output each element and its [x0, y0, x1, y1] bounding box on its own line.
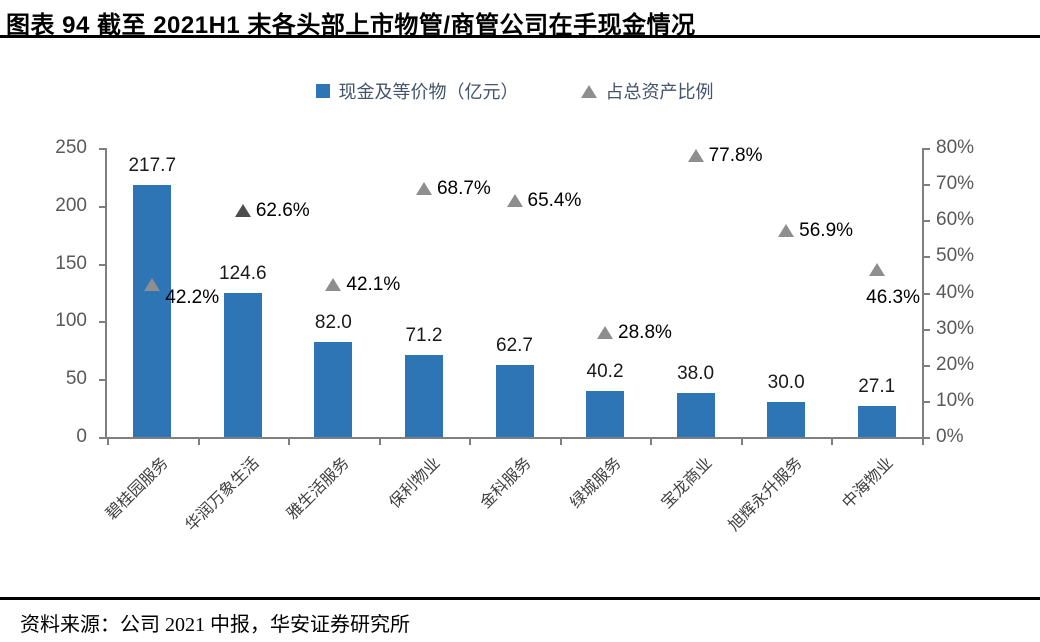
legend-ratio-label: 占总资产比例	[605, 82, 714, 102]
y-axis-left-tick	[99, 321, 105, 324]
x-axis-tick	[288, 439, 291, 445]
x-axis-tick	[831, 439, 834, 445]
y-axis-left-tick-label: 50	[65, 368, 87, 390]
bar	[586, 390, 625, 437]
y-axis-right-tick	[924, 184, 930, 187]
ratio-value-label: 28.8%	[618, 321, 672, 343]
legend-square-icon	[315, 84, 330, 98]
ratio-value-label: 68.7%	[436, 177, 491, 199]
ratio-value-label: 42.2%	[165, 286, 220, 308]
ratio-value-label: 65.4%	[527, 189, 582, 211]
triangle-marker	[597, 325, 614, 339]
bar	[495, 364, 534, 437]
bar-value-label: 40.2	[586, 360, 624, 382]
legend-item-ratio: 占总资产比例	[580, 78, 714, 104]
bar	[676, 393, 715, 437]
x-axis-tick	[378, 439, 381, 445]
x-axis-tick	[922, 439, 924, 445]
y-axis-right-tick-label: 10%	[936, 389, 975, 411]
x-axis-tick	[469, 439, 472, 445]
y-axis-right-tick-label: 80%	[936, 137, 975, 158]
x-axis-tick	[107, 439, 109, 445]
triangle-marker	[325, 277, 342, 291]
y-axis-left	[105, 148, 107, 439]
y-axis-left-tick-label: 200	[55, 194, 87, 216]
triangle-marker	[144, 277, 161, 291]
bar-value-label: 62.7	[496, 334, 533, 356]
bar-value-label: 82.0	[314, 312, 352, 334]
bar-value-label: 30.0	[767, 372, 805, 394]
y-axis-right-tick-label: 40%	[936, 281, 975, 303]
y-axis-right-tick-label: 0%	[936, 426, 964, 447]
x-axis	[105, 437, 924, 439]
ratio-value-label: 42.1%	[346, 273, 401, 295]
y-axis-right	[922, 148, 924, 439]
legend-triangle-icon	[580, 84, 597, 98]
x-axis-tick	[740, 439, 743, 445]
ratio-value-label: 46.3%	[866, 286, 920, 308]
bar	[133, 185, 172, 437]
bar	[767, 402, 806, 437]
x-axis-tick	[650, 439, 653, 445]
y-axis-right-tick	[924, 220, 930, 223]
triangle-marker	[687, 148, 704, 162]
y-axis-left-tick	[99, 263, 105, 266]
chart-legend: 现金及等价物（亿元） 占总资产比例	[107, 78, 922, 104]
triangle-marker	[415, 181, 432, 195]
figure-title: 图表 94 截至 2021H1 末各头部上市物管/商管公司在手现金情况	[6, 12, 696, 39]
y-axis-left-tick	[99, 379, 105, 382]
triangle-marker	[506, 193, 523, 207]
source-note: 资料来源：公司 2021 中报，华安证券研究所	[20, 614, 410, 636]
y-axis-right-tick-label: 20%	[936, 353, 975, 375]
bar-value-label: 27.1	[858, 375, 896, 397]
y-axis-right-tick	[924, 256, 930, 259]
y-axis-right-tick-label: 70%	[936, 173, 975, 195]
y-axis-left-tick	[99, 205, 105, 208]
triangle-marker	[778, 224, 795, 238]
ratio-value-label: 56.9%	[799, 220, 854, 242]
x-axis-tick	[197, 439, 200, 445]
bar	[404, 354, 443, 437]
bar	[857, 405, 896, 437]
bar	[223, 292, 262, 437]
y-axis-right-tick-label: 50%	[936, 245, 975, 267]
y-axis-right-tick	[924, 400, 930, 403]
legend-item-cash: 现金及等价物（亿元）	[315, 78, 519, 104]
ratio-value-label: 62.6%	[255, 199, 310, 221]
y-axis-left-tick	[99, 148, 105, 150]
title-underline	[0, 35, 1040, 38]
legend-cash-label: 现金及等价物（亿元）	[338, 82, 519, 102]
y-axis-right-tick-label: 30%	[936, 317, 975, 339]
triangle-marker	[234, 203, 251, 217]
y-axis-right-tick	[924, 328, 930, 331]
y-axis-left-tick-label: 0	[76, 426, 87, 447]
bar-value-label: 71.2	[405, 324, 443, 346]
y-axis-right-tick	[924, 364, 930, 367]
y-axis-right-tick	[924, 148, 930, 150]
y-axis-left-tick-label: 150	[55, 252, 87, 274]
y-axis-left-tick-label: 250	[55, 137, 87, 158]
x-axis-tick	[559, 439, 562, 445]
bar-value-label: 124.6	[219, 262, 267, 284]
triangle-marker	[868, 262, 885, 276]
ratio-value-label: 77.8%	[708, 144, 763, 166]
bar	[314, 342, 353, 437]
y-axis-left-tick-label: 100	[55, 310, 87, 332]
y-axis-right-tick	[924, 437, 930, 439]
y-axis-left-tick	[99, 437, 105, 439]
y-axis-right-tick-label: 60%	[936, 209, 975, 231]
y-axis-right-tick	[924, 292, 930, 295]
bar-value-label: 38.0	[677, 363, 715, 385]
bar-value-label: 217.7	[128, 155, 177, 177]
footer-rule	[0, 597, 1040, 600]
